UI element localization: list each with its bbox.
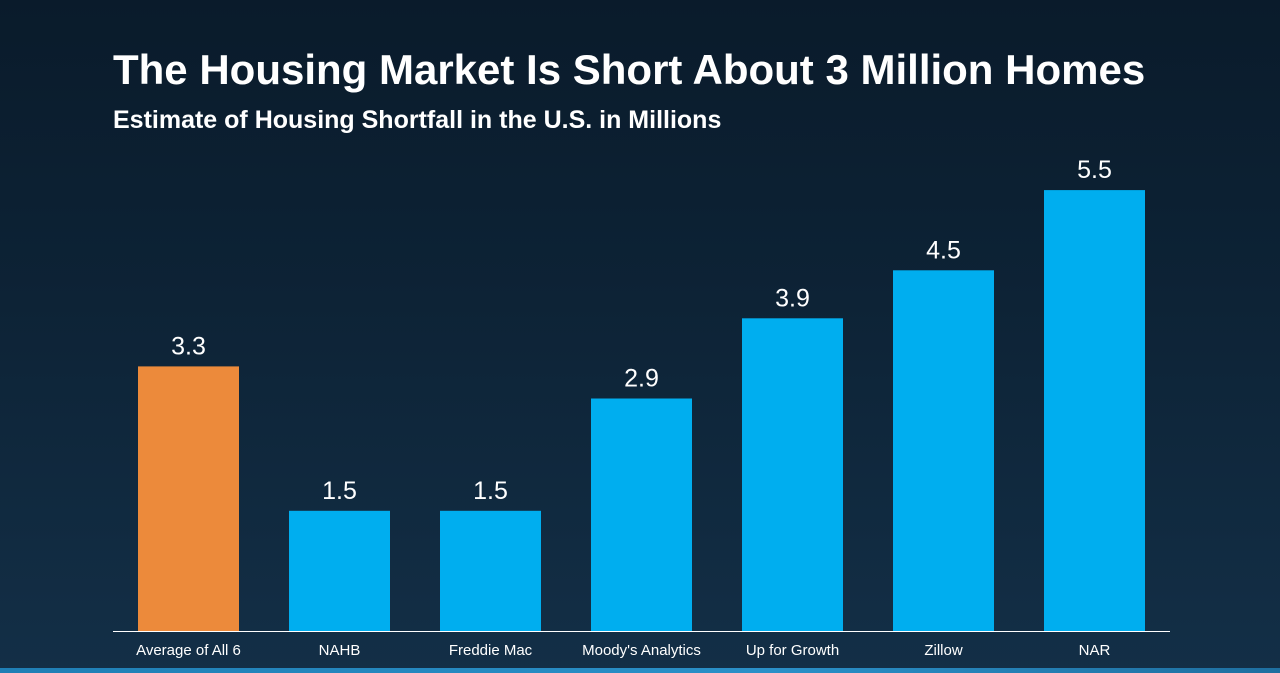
data-label: 3.9 (775, 284, 810, 312)
chart-subtitle: Estimate of Housing Shortfall in the U.S… (113, 106, 722, 134)
chart-title: The Housing Market Is Short About 3 Mill… (113, 46, 1146, 93)
bar-average-of-all-6 (138, 366, 239, 631)
bottom-accent-strip (0, 668, 1280, 673)
bar-freddie-mac (440, 510, 541, 632)
bar-up-for-growth (742, 318, 843, 631)
bar-nahb (289, 510, 390, 632)
data-label: 4.5 (926, 236, 961, 264)
bar-nar (1044, 190, 1145, 631)
data-label: 1.5 (473, 477, 508, 505)
bar-moody-s-analytics (591, 398, 692, 631)
data-label: 1.5 (322, 477, 357, 505)
data-label: 3.3 (171, 332, 206, 360)
data-label: 5.5 (1077, 156, 1112, 184)
x-tick-label: Zillow (924, 642, 963, 659)
data-label: 2.9 (624, 365, 659, 393)
bar-zillow (893, 270, 994, 632)
x-tick-label: NAR (1079, 642, 1111, 659)
x-tick-label: Average of All 6 (136, 642, 241, 659)
x-tick-label: NAHB (319, 642, 361, 659)
x-tick-label: Up for Growth (746, 642, 839, 659)
x-tick-label: Moody's Analytics (582, 642, 701, 659)
x-tick-label: Freddie Mac (449, 642, 533, 659)
